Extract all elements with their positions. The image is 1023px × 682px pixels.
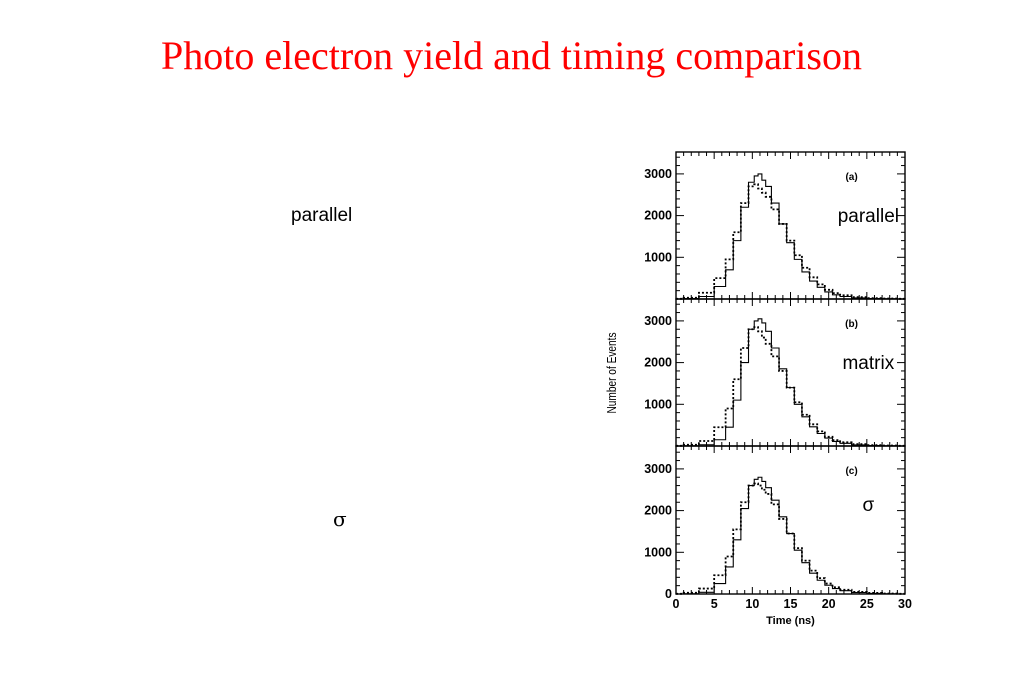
y-axis-label: Number of Events — [605, 332, 619, 413]
panel-2: 1000 2000 3000 (b) matrix — [644, 298, 906, 447]
y-tick-label: 1000 — [644, 250, 672, 264]
panel-frame — [675, 445, 906, 595]
series-line-dotted — [676, 183, 905, 300]
left-label-parallel: parallel — [291, 205, 353, 226]
slide-title: Photo electron yield and timing comparis… — [161, 33, 862, 78]
x-tick-label: 0 — [673, 597, 680, 611]
y-tick-label: 1000 — [644, 397, 672, 411]
panel-3: 0 1000 2000 3000 (c) σ — [644, 445, 906, 601]
x-tick-label: 25 — [860, 597, 874, 611]
panel-id-label: (b) — [845, 319, 858, 330]
series-line-solid — [676, 476, 905, 595]
y-tick-label: 0 — [665, 587, 672, 601]
x-tick-label: 30 — [898, 597, 912, 611]
y-tick-label: 1000 — [644, 545, 672, 559]
left-label-sigma: σ — [333, 507, 347, 531]
x-axis-label: Time (ns) — [766, 615, 815, 627]
x-tick-label: 20 — [822, 597, 836, 611]
panel-1: 1000 2000 3000 (a) parallel — [644, 151, 906, 300]
x-tick-label: 10 — [745, 597, 759, 611]
series-line-dotted — [676, 326, 905, 447]
y-tick-label: 3000 — [644, 314, 672, 328]
y-tick-label: 2000 — [644, 504, 672, 518]
x-tick-label: 5 — [711, 597, 718, 611]
panel-annotation: matrix — [842, 353, 894, 374]
y-tick-label: 2000 — [644, 356, 672, 370]
panel-annotation: parallel — [838, 206, 899, 227]
y-tick-label: 3000 — [644, 167, 672, 181]
panel-id-label: (a) — [845, 172, 857, 183]
y-tick-label: 3000 — [644, 462, 672, 476]
panel-annotation: σ — [862, 495, 874, 516]
series-line-dotted — [676, 482, 905, 595]
y-tick-label: 2000 — [644, 209, 672, 223]
panel-id-label: (c) — [845, 466, 857, 477]
series-line-solid — [676, 318, 905, 447]
series-line-solid — [676, 173, 905, 300]
x-tick-label: 15 — [784, 597, 798, 611]
